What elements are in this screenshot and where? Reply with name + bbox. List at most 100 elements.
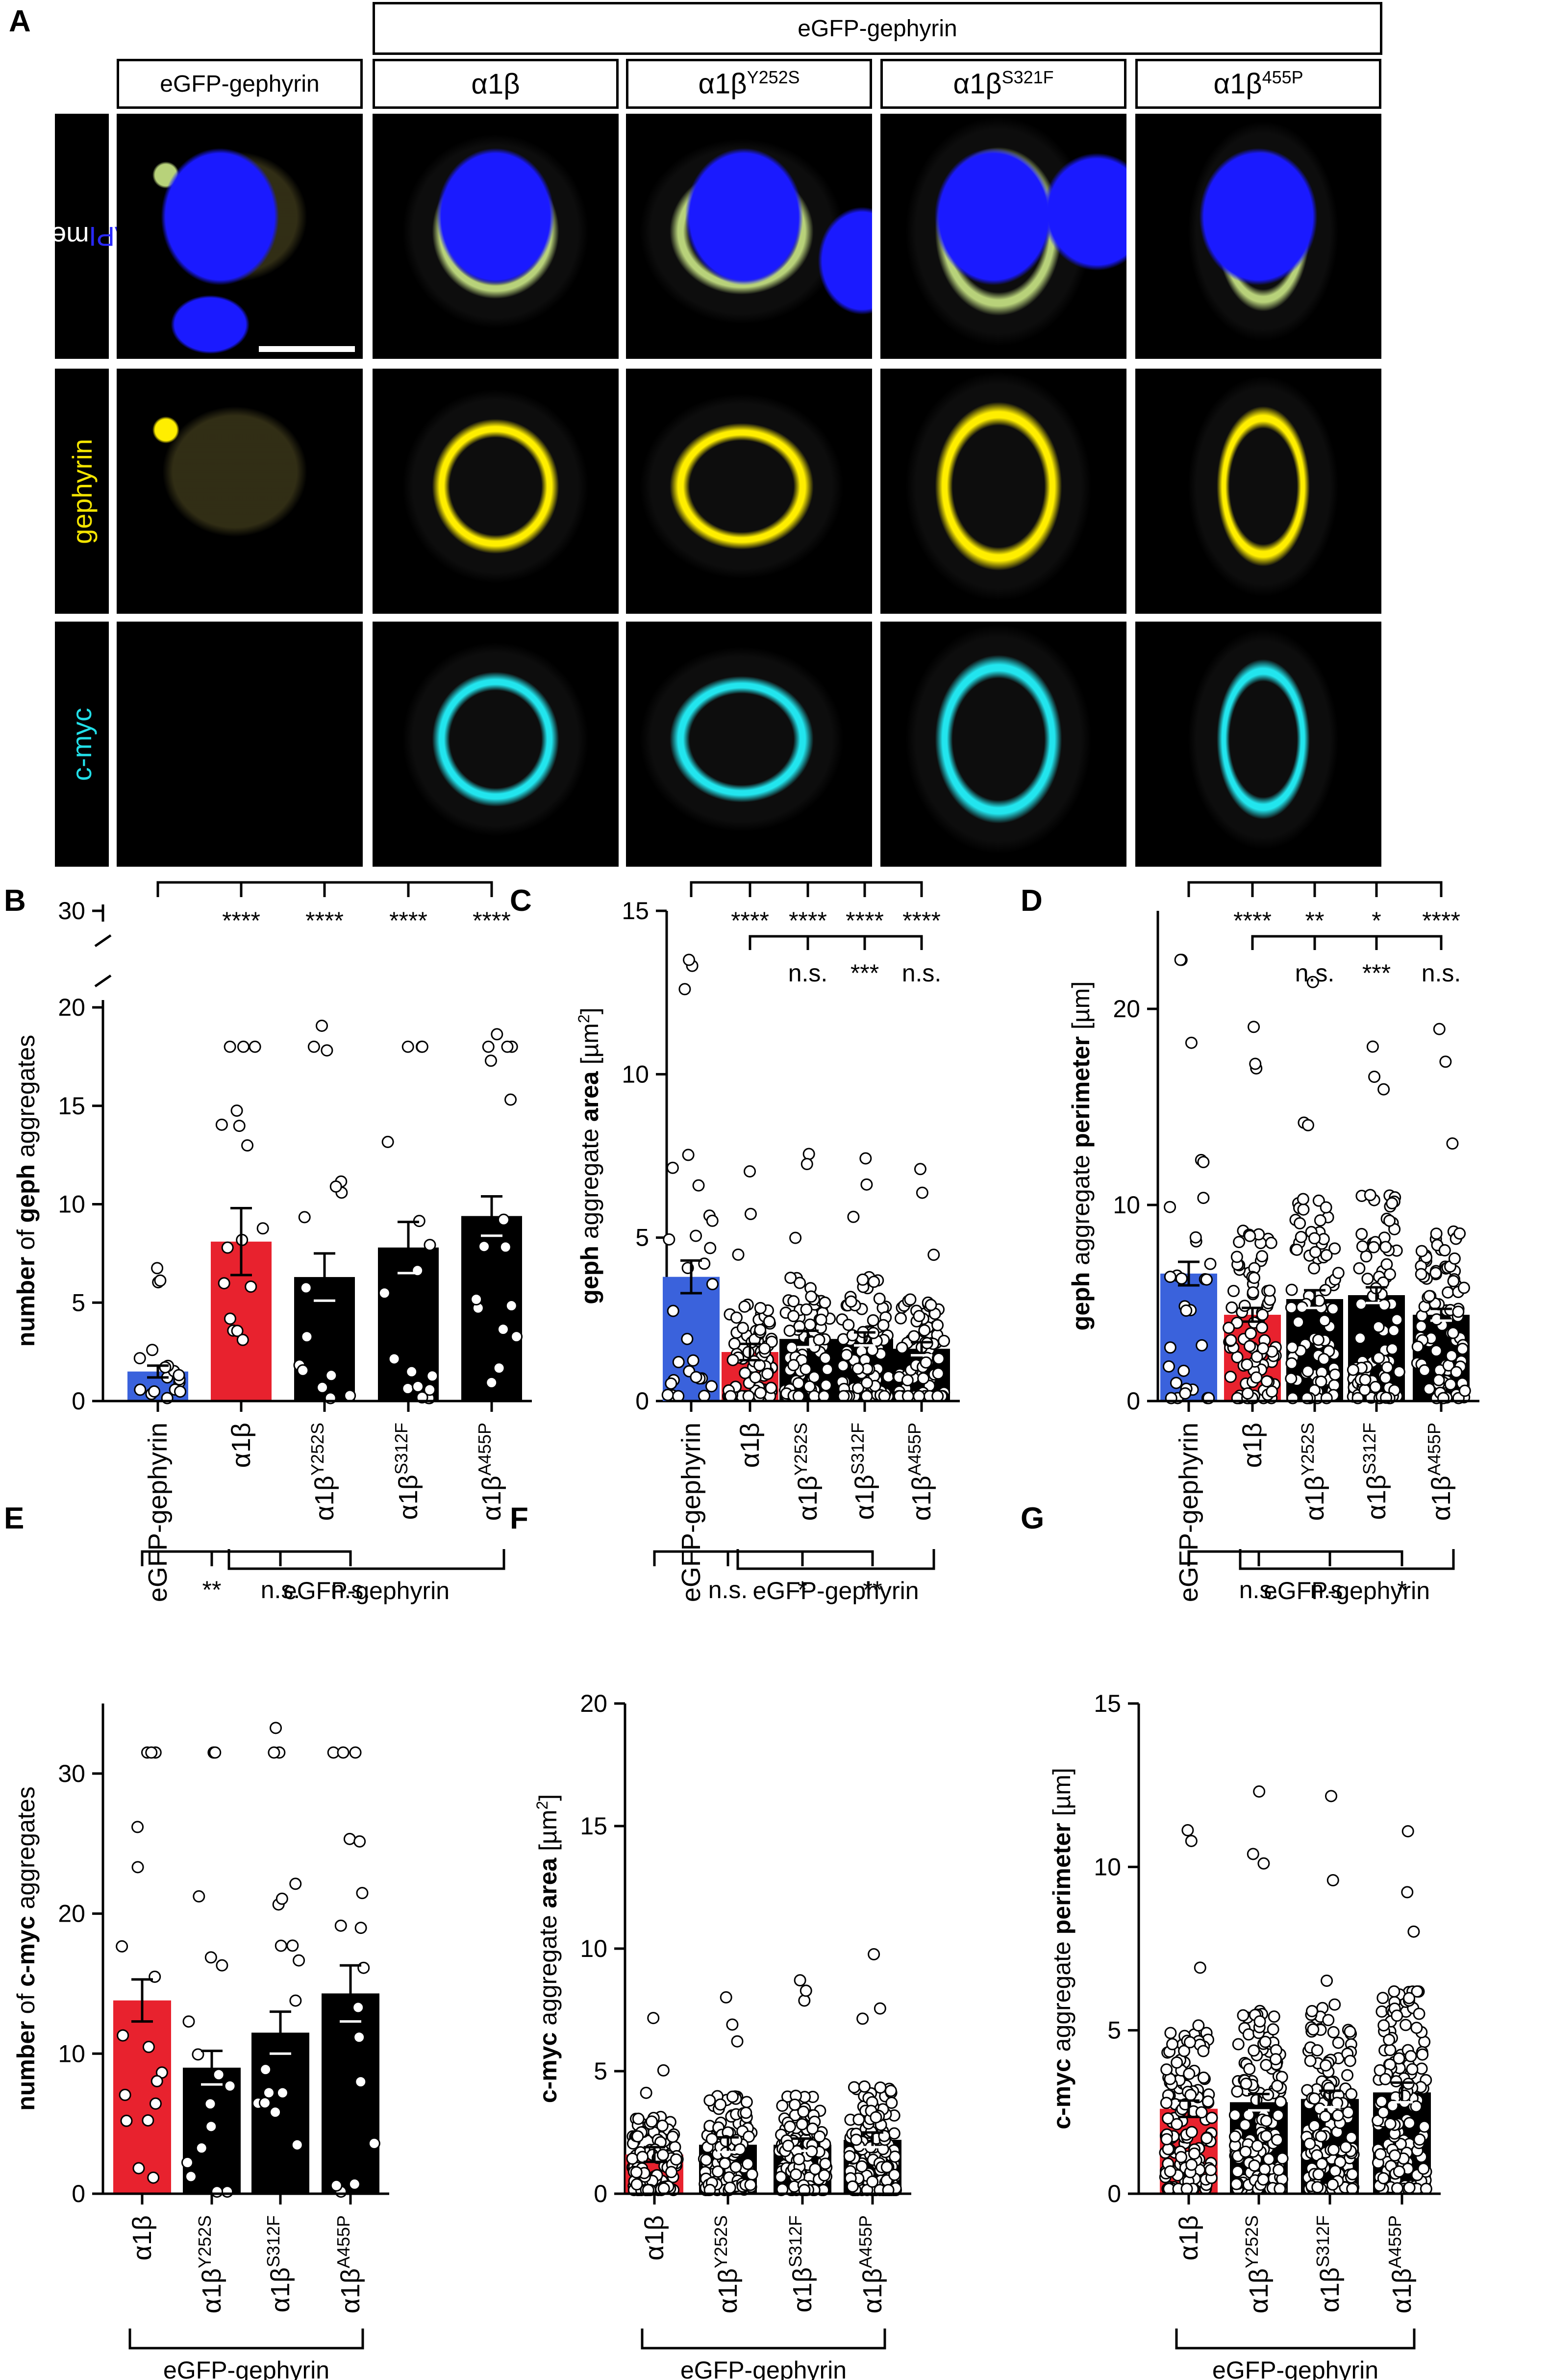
data-point [1438, 1244, 1451, 1257]
data-point [1387, 1324, 1400, 1337]
data-point [1189, 1231, 1202, 1244]
data-point [800, 1363, 812, 1376]
col-header-a1b-s321f: α1βS321F [880, 59, 1126, 109]
data-point [209, 1746, 222, 1759]
data-point [1384, 2117, 1397, 2130]
data-point [726, 2090, 739, 2103]
data-point [368, 2137, 380, 2150]
data-point [700, 2154, 713, 2166]
data-point [1224, 1371, 1237, 1383]
data-point [241, 1139, 254, 1152]
data-point [352, 2001, 365, 2014]
data-point [1175, 1272, 1188, 1285]
data-point [307, 1040, 320, 1053]
data-point [1327, 2143, 1340, 2156]
data-point [1312, 1333, 1325, 1346]
data-point [1249, 1057, 1262, 1070]
data-point [1391, 2009, 1403, 2022]
data-point [744, 1207, 757, 1220]
data-point [749, 1371, 762, 1384]
micrograph-merge-col0 [117, 114, 363, 359]
data-point [1401, 1886, 1414, 1899]
data-point [885, 2097, 898, 2109]
data-point [1452, 1305, 1465, 1318]
y-tick-label: 10 [58, 1191, 85, 1218]
data-point [1253, 1785, 1266, 1798]
data-point [873, 1292, 886, 1305]
data-point [847, 1210, 860, 1223]
data-point [1267, 2023, 1279, 2036]
data-point [230, 1104, 243, 1117]
data-point [1307, 2023, 1320, 2036]
significance-label: **** [789, 907, 827, 934]
data-point [262, 2086, 275, 2099]
data-point [758, 1342, 771, 1355]
data-point [742, 1346, 755, 1358]
data-point [1377, 2019, 1390, 2032]
data-point [1329, 2165, 1342, 2178]
data-point [159, 1361, 172, 1374]
data-point [499, 1241, 512, 1253]
data-point [1285, 1301, 1298, 1314]
data-point [1304, 2054, 1317, 2067]
data-point [927, 1249, 940, 1261]
col-header-4: α1β [1213, 68, 1262, 100]
data-point [866, 2175, 879, 2188]
data-point [681, 1332, 694, 1345]
data-point [1174, 953, 1187, 966]
data-point [656, 2119, 669, 2132]
data-point [732, 1248, 745, 1261]
group-bracket-label: eGFP-gephyrin [752, 1577, 919, 1604]
data-point [485, 1376, 498, 1389]
data-point [1180, 1304, 1193, 1317]
data-point [181, 2156, 194, 2169]
panel-label-b: B [4, 884, 26, 918]
data-point [1253, 2015, 1266, 2028]
data-point [150, 2075, 163, 2087]
data-point [860, 1178, 873, 1191]
category-label-1: α1β [226, 1423, 256, 1468]
data-point [858, 2080, 871, 2093]
data-point [204, 1951, 217, 1964]
data-point [192, 2048, 204, 2061]
micrograph-cmyc-col3 [880, 622, 1126, 867]
data-point [1164, 2027, 1177, 2039]
data-point [882, 1371, 895, 1383]
data-point [1197, 1156, 1210, 1169]
data-point [1162, 1360, 1175, 1373]
data-point [1410, 2022, 1423, 2034]
data-point [132, 2162, 145, 2175]
data-point [1386, 1197, 1399, 1210]
data-point [1415, 1320, 1427, 1333]
data-point [401, 1040, 414, 1053]
data-point [728, 1337, 741, 1350]
data-point [931, 1319, 944, 1331]
data-point [275, 1939, 287, 1952]
data-point [1271, 2079, 1283, 2092]
data-point [819, 1352, 832, 1364]
col-header-3-sup: S321F [1001, 67, 1054, 88]
data-point [645, 2115, 658, 2128]
data-point [907, 1330, 920, 1343]
chart-e: E 0 10 20 30 number of c-myc aggregates α1β α1β… [4, 1502, 389, 2380]
data-point [626, 2152, 639, 2165]
data-point [195, 2142, 208, 2155]
data-point [116, 1940, 128, 1953]
data-point [1197, 2071, 1210, 2084]
data-point [316, 1381, 329, 1394]
data-point [269, 2106, 282, 2119]
data-point [794, 1974, 806, 1987]
data-point [1192, 2019, 1205, 2032]
data-point [904, 1293, 917, 1306]
data-point [1164, 2165, 1176, 2178]
y-axis-label: c-myc aggregate perimeter [µm] [1048, 1768, 1075, 2129]
data-point [482, 1040, 495, 1053]
significance-label: * [1397, 1576, 1406, 1603]
data-point [1290, 1243, 1303, 1256]
data-point [133, 1352, 146, 1365]
data-point [665, 1377, 677, 1390]
data-point [1339, 2141, 1352, 2154]
data-point [1403, 1992, 1416, 2004]
group-bracket [128, 2329, 364, 2350]
